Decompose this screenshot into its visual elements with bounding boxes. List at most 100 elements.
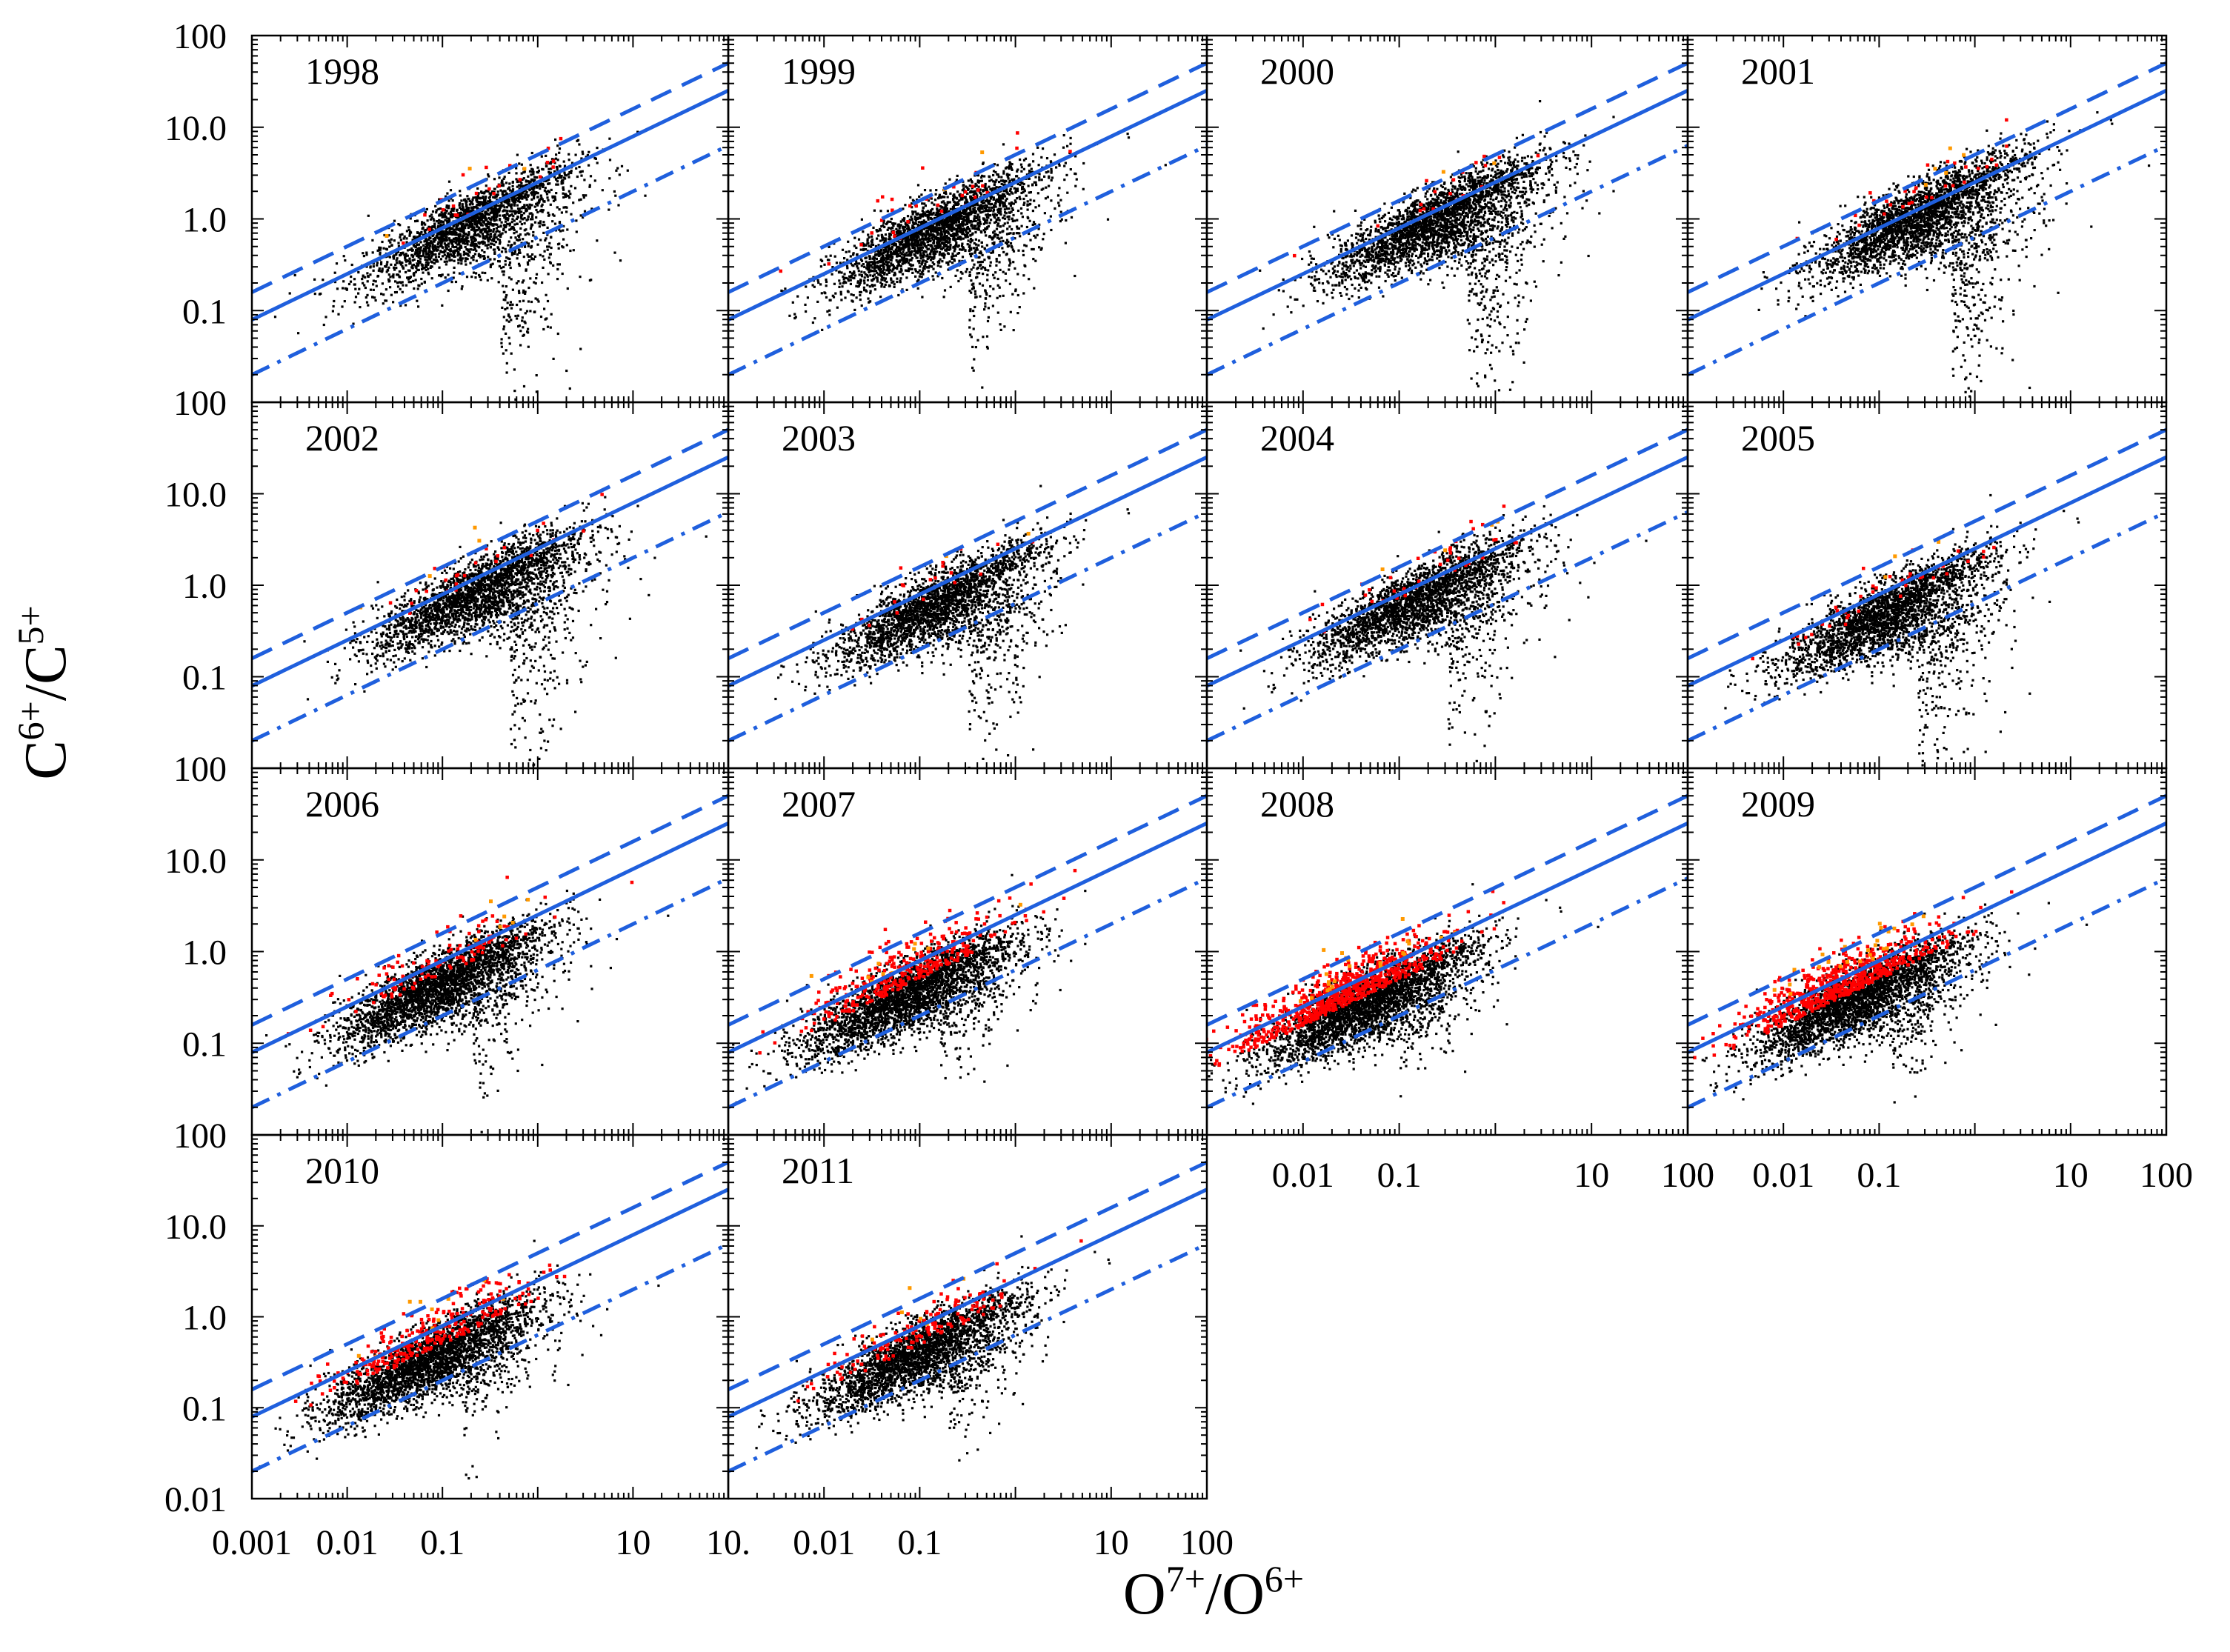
scatter-point	[459, 230, 462, 232]
scatter-point	[1041, 179, 1043, 181]
scatter-point	[453, 260, 456, 262]
scatter-point	[490, 219, 492, 221]
scatter-point	[827, 259, 829, 261]
scatter-point	[1127, 133, 1129, 135]
scatter-point	[483, 222, 485, 224]
scatter-point	[415, 267, 417, 269]
scatter-point	[861, 264, 863, 267]
scatter-point	[515, 172, 517, 174]
scatter-point	[1057, 201, 1059, 204]
scatter-point	[478, 217, 480, 219]
scatter-point	[487, 279, 489, 282]
scatter-point	[375, 299, 377, 302]
scatter-point	[402, 267, 405, 270]
scatter-point	[985, 204, 988, 207]
scatter-point	[548, 256, 550, 259]
scatter-point	[1027, 209, 1029, 211]
scatter-point	[992, 236, 994, 239]
scatter-point	[948, 237, 950, 239]
scatter-point	[387, 269, 389, 271]
scatter-point	[969, 271, 971, 273]
scatter-point	[899, 277, 902, 279]
scatter-point	[531, 258, 533, 260]
scatter-point	[964, 210, 966, 213]
scatter-point	[914, 216, 916, 218]
scatter-point	[944, 226, 946, 228]
scatter-point	[521, 164, 523, 166]
scatter-point	[351, 264, 353, 266]
scatter-point	[350, 276, 352, 278]
scatter-point	[555, 153, 557, 156]
scatter-point	[450, 281, 453, 283]
scatter-point	[449, 228, 451, 230]
scatter-point	[891, 218, 893, 220]
scatter-point	[533, 179, 536, 181]
scatter-point	[453, 210, 455, 212]
scatter-point	[916, 252, 919, 254]
scatter-point	[470, 276, 473, 278]
scatter-point	[1022, 198, 1025, 200]
scatter-point	[854, 274, 856, 276]
scatter-point	[395, 267, 397, 269]
scatter-point	[513, 224, 516, 226]
scatter-point	[969, 196, 971, 199]
scatter-point	[519, 300, 521, 302]
scatter-point	[917, 213, 919, 215]
scatter-point	[416, 220, 419, 222]
scatter-point	[869, 292, 871, 294]
scatter-point	[848, 290, 850, 293]
scatter-point	[848, 250, 851, 253]
scatter-point	[958, 230, 960, 233]
scatter-point	[930, 245, 932, 247]
scatter-point	[547, 199, 549, 201]
scatter-point	[886, 273, 888, 276]
scatter-point	[578, 143, 580, 145]
scatter-point	[936, 213, 938, 215]
scatter-point	[930, 228, 932, 230]
scatter-point	[551, 220, 553, 222]
scatter-point	[535, 209, 537, 211]
scatter-point	[993, 187, 996, 190]
scatter-point	[425, 259, 427, 261]
scatter-point	[530, 256, 532, 258]
scatter-point	[542, 267, 544, 269]
scatter-point	[866, 264, 868, 266]
scatter-point	[980, 230, 982, 233]
scatter-point	[812, 322, 814, 324]
scatter-point	[918, 262, 920, 264]
scatter-point	[580, 170, 582, 173]
scatter-point	[552, 264, 554, 267]
scatter-point	[504, 308, 506, 310]
scatter-point	[550, 253, 552, 256]
scatter-point	[897, 294, 899, 296]
scatter-point	[977, 213, 979, 216]
scatter-point	[825, 284, 828, 287]
scatter-point	[993, 184, 996, 186]
scatter-point	[990, 262, 992, 264]
scatter-point	[505, 181, 507, 184]
scatter-point	[867, 279, 869, 282]
scatter-point	[880, 225, 882, 227]
scatter-point	[566, 228, 568, 230]
scatter-point	[890, 256, 892, 258]
scatter-point	[461, 285, 463, 287]
scatter-point	[513, 229, 516, 231]
scatter-point	[526, 191, 528, 193]
scatter-point	[576, 176, 579, 178]
scatter-point	[415, 245, 417, 247]
scatter-point	[421, 223, 423, 225]
scatter-point	[425, 269, 427, 271]
scatter-point	[389, 242, 391, 244]
scatter-point	[553, 358, 555, 360]
scatter-point	[1005, 199, 1007, 201]
scatter-point	[510, 227, 512, 230]
scatter-point	[891, 282, 893, 284]
scatter-point	[874, 288, 876, 290]
scatter-point	[565, 193, 567, 196]
scatter-point	[877, 234, 879, 236]
scatter-point	[497, 260, 499, 262]
scatter-point	[525, 193, 527, 196]
scatter-point	[792, 302, 794, 304]
scatter-point	[406, 259, 408, 262]
scatter-point-red	[551, 165, 555, 169]
